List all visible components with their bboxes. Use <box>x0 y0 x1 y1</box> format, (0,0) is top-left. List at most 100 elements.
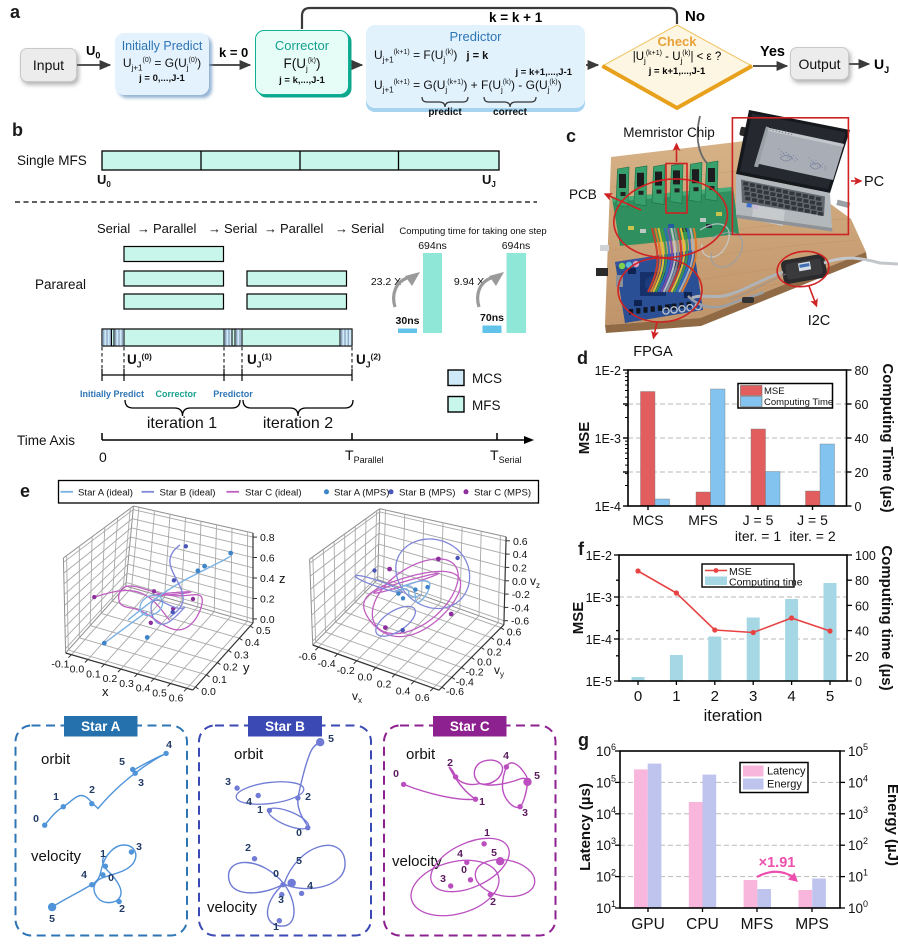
svg-text:Star C: Star C <box>450 719 490 734</box>
svg-text:2: 2 <box>119 903 125 915</box>
svg-text:0.6: 0.6 <box>513 536 528 548</box>
svg-text:Predictor: Predictor <box>213 389 253 399</box>
svg-text:Energy: Energy <box>767 779 802 791</box>
svg-text:100: 100 <box>855 549 876 563</box>
svg-text:100: 100 <box>848 899 868 916</box>
svg-text:Star B (MPS): Star B (MPS) <box>399 488 456 499</box>
svg-text:-0.4: -0.4 <box>456 676 474 688</box>
svg-text:0.8: 0.8 <box>260 532 275 544</box>
svg-text:1E-3: 1E-3 <box>595 432 621 446</box>
svg-text:1: 1 <box>100 848 106 860</box>
svg-text:3: 3 <box>522 807 528 819</box>
svg-text:0.3: 0.3 <box>119 678 134 690</box>
svg-text:0.3: 0.3 <box>234 649 249 661</box>
svg-text:J = 5: J = 5 <box>797 512 828 528</box>
svg-text:velocity: velocity <box>207 899 258 916</box>
svg-text:orbit: orbit <box>234 746 264 763</box>
svg-text:4: 4 <box>503 750 509 762</box>
svg-text:103: 103 <box>848 805 868 822</box>
svg-text:2: 2 <box>447 757 453 769</box>
svg-text:1E-4: 1E-4 <box>586 633 612 647</box>
svg-text:velocity: velocity <box>31 848 82 865</box>
svg-text:2: 2 <box>305 791 311 803</box>
svg-text:-0.6: -0.6 <box>298 651 316 663</box>
svg-text:I2C: I2C <box>808 313 831 329</box>
svg-text:Star C (ideal): Star C (ideal) <box>245 488 302 499</box>
svg-text:Star C (MPS): Star C (MPS) <box>474 488 531 499</box>
svg-text:Star A: Star A <box>81 719 121 734</box>
svg-text:MSE: MSE <box>576 422 593 455</box>
svg-text:1: 1 <box>484 827 490 839</box>
svg-text:102: 102 <box>848 836 868 853</box>
svg-text:FPGA: FPGA <box>633 344 673 360</box>
svg-text:20: 20 <box>855 466 869 480</box>
svg-text:iteration 2: iteration 2 <box>263 415 333 432</box>
svg-text:1E-5: 1E-5 <box>586 675 612 689</box>
svg-text:0.0: 0.0 <box>70 664 85 676</box>
svg-text:MSE: MSE <box>570 602 587 635</box>
svg-text:0.2: 0.2 <box>487 647 502 659</box>
svg-text:0.4: 0.4 <box>136 683 151 695</box>
svg-text:4: 4 <box>81 869 87 881</box>
svg-text:1: 1 <box>273 921 279 933</box>
svg-text:TParallel: TParallel <box>345 447 384 465</box>
svg-text:4: 4 <box>457 848 463 860</box>
svg-text:5: 5 <box>296 855 302 867</box>
svg-text:0: 0 <box>855 500 862 514</box>
svg-text:Star B (ideal): Star B (ideal) <box>160 488 216 499</box>
svg-text:0.1: 0.1 <box>212 674 227 686</box>
svg-text:80: 80 <box>855 574 869 588</box>
svg-text:2: 2 <box>711 688 719 705</box>
svg-text:UJ(0): UJ(0) <box>127 352 152 370</box>
svg-text:MCS: MCS <box>472 371 502 386</box>
svg-text:4: 4 <box>787 688 795 705</box>
svg-text:×1.91: ×1.91 <box>759 855 796 871</box>
svg-text:0.1: 0.1 <box>86 668 101 680</box>
svg-text:0.5: 0.5 <box>152 688 167 700</box>
svg-text:UJ(1): UJ(1) <box>247 352 272 370</box>
svg-text:70ns: 70ns <box>480 312 504 324</box>
svg-text:Star B: Star B <box>265 719 305 734</box>
svg-text:MFS: MFS <box>472 398 501 413</box>
svg-text:0: 0 <box>296 827 302 839</box>
svg-text:Star A (ideal): Star A (ideal) <box>78 488 133 499</box>
svg-text:iter. = 2: iter. = 2 <box>789 528 836 544</box>
svg-text:-0.2: -0.2 <box>512 589 530 601</box>
svg-text:iteration 1: iteration 1 <box>147 415 217 432</box>
svg-text:3: 3 <box>278 894 284 906</box>
svg-text:Parareal: Parareal <box>35 277 86 292</box>
svg-text:Computing Time: Computing Time <box>764 397 833 408</box>
svg-text:694ns: 694ns <box>418 240 447 252</box>
svg-text:Serial: Serial <box>224 221 257 236</box>
svg-text:Parallel: Parallel <box>280 221 323 236</box>
svg-text:1E-4: 1E-4 <box>595 500 621 514</box>
svg-text:TSerial: TSerial <box>490 447 522 465</box>
svg-text:0.2: 0.2 <box>223 662 238 674</box>
svg-text:4: 4 <box>246 796 252 808</box>
svg-text:5: 5 <box>119 756 125 768</box>
svg-text:3: 3 <box>138 777 144 789</box>
svg-text:-0.4: -0.4 <box>318 658 336 670</box>
svg-text:1E-3: 1E-3 <box>586 591 612 605</box>
svg-text:60: 60 <box>855 599 869 613</box>
svg-text:Computing time (µs): Computing time (µs) <box>878 545 895 690</box>
svg-text:J = 5: J = 5 <box>743 512 774 528</box>
svg-text:0.2: 0.2 <box>377 678 392 690</box>
svg-text:40: 40 <box>855 432 869 446</box>
svg-text:PCB: PCB <box>569 187 597 202</box>
svg-text:iteration: iteration <box>704 707 763 725</box>
svg-text:→: → <box>335 221 348 236</box>
svg-text:Serial: Serial <box>97 221 130 236</box>
svg-text:vx: vx <box>352 689 362 705</box>
svg-text:2: 2 <box>245 842 251 854</box>
svg-text:→: → <box>137 221 150 236</box>
svg-text:0.0: 0.0 <box>201 686 216 698</box>
svg-text:Computing time for taking one: Computing time for taking one step <box>399 226 546 237</box>
svg-text:5: 5 <box>49 913 55 925</box>
svg-text:0.4: 0.4 <box>245 637 260 649</box>
svg-text:0: 0 <box>33 813 39 825</box>
svg-text:Computing Time (µs): Computing Time (µs) <box>879 363 896 512</box>
svg-text:Memristor Chip: Memristor Chip <box>623 125 715 140</box>
svg-text:Energy (µJ): Energy (µJ) <box>884 784 898 866</box>
svg-text:Serial: Serial <box>351 221 384 236</box>
